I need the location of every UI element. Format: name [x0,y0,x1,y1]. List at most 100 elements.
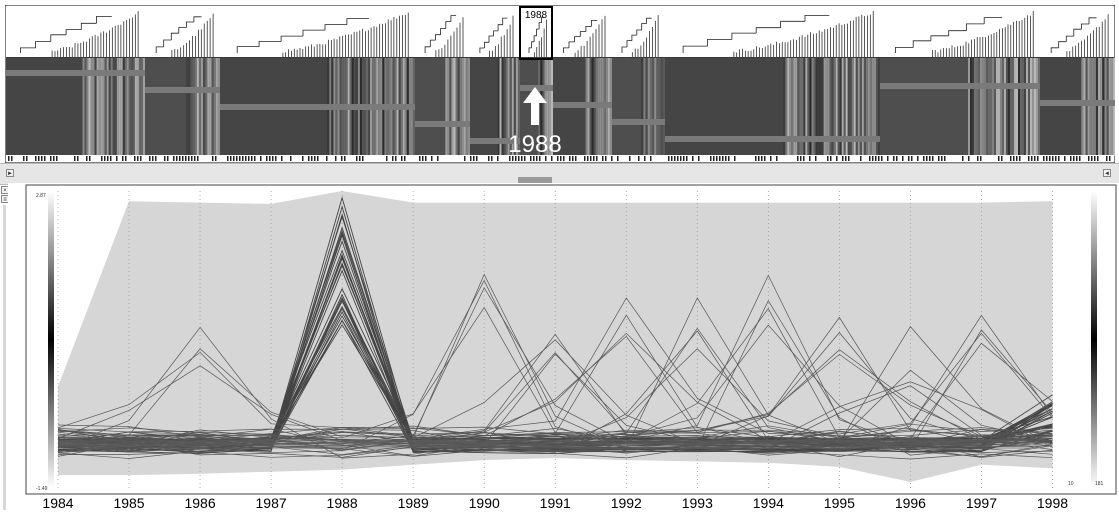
heatmap-stripe [1034,58,1036,156]
heatmap-stripe [141,58,143,156]
cluster-tick [674,156,676,161]
cluster-tick [776,156,778,161]
divider-handle[interactable] [518,177,552,183]
cluster-tick [134,156,136,161]
heatmap-stripe [457,58,460,156]
selected-year-box[interactable] [519,6,553,60]
heatmap-stripe [461,58,464,156]
heatmap-stripes [1081,58,1115,156]
cluster-tick [629,156,631,161]
heatmap-stripe [188,58,191,156]
cluster-tick [260,156,262,161]
cluster-tick [227,156,229,161]
heatmap-stripe [1087,58,1090,156]
cluster-tick [497,156,499,161]
profile-lines [57,196,1053,460]
heatmap-band [6,70,145,76]
cluster-tick [830,156,832,161]
heatmap-stripe [849,58,852,156]
heatmap-stripe [503,58,506,156]
dendrogram-link [983,17,1002,24]
expand-right-button[interactable]: ◄ [1103,169,1111,177]
heatmap-stripe [136,58,139,156]
cluster-tick [272,156,274,161]
profile-line [57,299,1053,459]
heatmap-stripe [1108,58,1111,156]
cluster-tick [401,156,403,161]
heatmap-band [880,83,1040,89]
heatmap-band [220,104,415,110]
cluster-tick [596,156,598,161]
cluster-tick [602,156,604,161]
heatmap-stripe [544,58,547,156]
dendrogram-link [538,22,542,30]
selected-year-label: 1988 [525,10,548,21]
heatmap-stripe [1083,58,1086,156]
heatmap-stripe [203,58,206,156]
heatmap-stripe [996,58,998,156]
dendrogram-link [585,25,592,32]
left-scrollbar[interactable] [3,205,6,510]
expand-left-button[interactable]: ► [6,169,14,177]
cluster-tick [275,156,277,161]
heatmap-stripe [112,58,115,156]
heatmap-stripe [207,58,210,156]
heatmap-stripe [992,58,994,156]
heatmap-stripe [138,58,141,156]
heatmap-stripe [994,58,996,156]
cluster-tick [179,156,181,161]
cluster-tick [476,156,478,161]
cluster-tick [1043,156,1045,161]
cluster-tick [551,156,553,161]
heatmap-stripe [509,58,512,156]
dendrogram-link [302,29,325,37]
profile-plot-panel[interactable]: 2.87 -1.49 181 10 1984 1985 1986 1987 1988 1989 19… [8,183,1119,514]
overview-svg[interactable]: 1988 1988 [4,4,1116,164]
heatmap-stripe [88,58,91,156]
heatmap-stripe [190,58,193,156]
cluster-tick [683,156,685,161]
heatmap-stripe [100,58,103,156]
profile-line [57,342,1053,447]
dendrogram-link [536,28,540,36]
cluster-tick [1058,156,1060,161]
heatmap-stripe [841,58,844,156]
profile-line [57,329,1053,453]
heatmap-stripe [1102,58,1105,156]
profile-line [57,314,1053,458]
cluster-tick [680,156,682,161]
cluster-tick [197,156,199,161]
cluster-tick [1001,156,1003,161]
cluster-tick [605,156,607,161]
cluster-tick [1070,156,1072,161]
heatmap-stripe [1038,58,1040,156]
cluster-tick [809,156,811,161]
heatmap-stripe [829,58,832,156]
heatmap-stripe [196,58,199,156]
profile-line [57,332,1053,446]
dendrogram-link [1073,28,1082,37]
heatmap-stripe [104,58,107,156]
dendrogram-link [563,47,569,53]
cluster-tick [533,156,535,161]
cluster-tick [215,156,217,161]
panel-divider[interactable]: ► ◄ [0,163,1119,185]
dendrogram-link [193,16,202,22]
heatmap-stripe [1018,58,1020,156]
cluster-tick [230,156,232,161]
heatmap-stripe [998,58,1000,156]
cluster-tick [848,156,850,161]
dendrogram-link [497,24,503,31]
cluster-tick [575,156,577,161]
y-max-label: 2.87 [36,193,46,199]
cluster-tick [860,156,862,161]
cluster-tick [878,156,880,161]
overview-panel[interactable]: 1988 1988 [4,4,1116,164]
heatmap-band [1040,100,1115,106]
cluster-tick [938,156,940,161]
cluster-tick [236,156,238,161]
dendrogram-link [631,34,637,41]
heatmap-stripe [1093,58,1096,156]
dendrogram-link [641,23,647,30]
